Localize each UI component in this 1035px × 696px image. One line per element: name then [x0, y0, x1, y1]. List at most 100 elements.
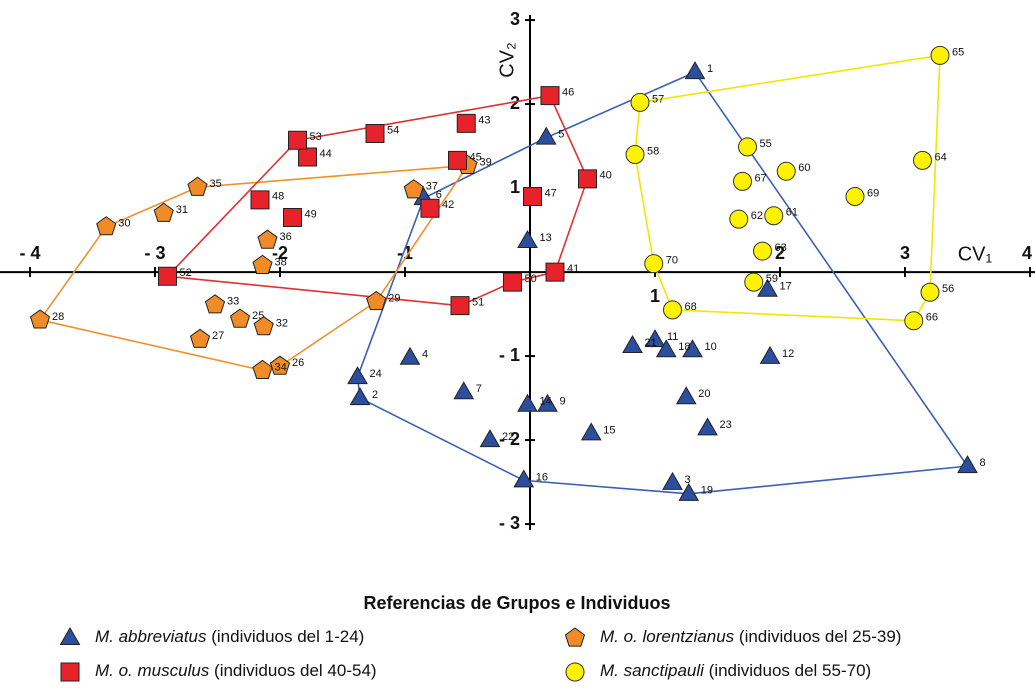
point	[753, 241, 772, 261]
point-label: 59	[766, 273, 778, 285]
point-label: 32	[276, 318, 288, 330]
x-tick-label: 4	[1022, 243, 1032, 263]
point	[913, 150, 932, 170]
point-label: 58	[647, 145, 659, 157]
legend-marker	[565, 662, 585, 682]
point	[288, 130, 307, 150]
point	[229, 308, 251, 328]
x-tick-label: 1	[650, 286, 660, 306]
point	[540, 86, 560, 106]
point	[622, 334, 643, 353]
legend-note: (individuos del 25-39)	[734, 627, 901, 646]
point	[759, 345, 781, 364]
point	[250, 190, 270, 210]
point	[253, 316, 274, 336]
point	[663, 300, 682, 320]
x-axis-label: CV₁	[958, 243, 993, 265]
point-label: 44	[320, 148, 332, 160]
point-label: 43	[478, 114, 490, 126]
point-label: 50	[525, 273, 537, 285]
point	[479, 429, 501, 448]
point	[578, 169, 597, 189]
hull-outline	[634, 54, 941, 322]
point-label: 45	[470, 151, 482, 163]
point-label: 55	[760, 138, 772, 150]
point-label: 49	[305, 208, 317, 220]
point	[845, 186, 865, 206]
legend-note: (individuos del 40-54)	[209, 661, 376, 680]
point-label: 10	[705, 341, 717, 353]
point	[920, 282, 940, 302]
point	[189, 328, 211, 348]
point	[655, 339, 677, 358]
point-label: 28	[52, 311, 64, 323]
point	[535, 126, 557, 145]
point	[365, 123, 385, 143]
point	[349, 387, 371, 406]
x-tick-label: - 3	[144, 243, 165, 263]
x-tick-label: -2	[272, 243, 288, 263]
point-label: 18	[678, 341, 690, 353]
point-label: 19	[701, 485, 713, 497]
legend-label: M. o. musculus (individuos del 40-54)	[95, 661, 377, 680]
legend-marker	[59, 626, 81, 645]
point-label: 34	[275, 361, 287, 373]
legend-title: Referencias de Grupos e Individuos	[363, 593, 670, 613]
point	[204, 294, 226, 314]
point-label: 17	[780, 281, 792, 293]
point	[733, 171, 752, 191]
point	[957, 455, 978, 474]
point-label: 7	[476, 383, 482, 395]
point	[517, 393, 538, 412]
point-label: 8	[980, 457, 986, 469]
point-label: 40	[600, 170, 612, 182]
y-tick-label: - 1	[499, 345, 520, 365]
point	[678, 482, 700, 501]
point-label: 42	[442, 199, 454, 211]
point-label: 66	[926, 312, 938, 324]
point	[675, 386, 697, 405]
point	[764, 206, 784, 226]
point-label: 57	[652, 93, 664, 105]
point-label: 51	[472, 297, 484, 309]
point-label: 22	[502, 431, 514, 443]
point-label: 48	[272, 191, 284, 203]
y-tick-label: 1	[510, 177, 520, 197]
point	[503, 272, 522, 292]
point	[448, 150, 467, 170]
point	[153, 202, 174, 222]
point	[904, 311, 924, 331]
legend-label: M. abbreviatus (individuos del 1-24)	[95, 627, 364, 646]
point	[252, 254, 273, 274]
y-axis-label: CV₂	[496, 42, 518, 78]
point	[347, 366, 368, 385]
point-label: 68	[685, 301, 697, 313]
point-label: 6	[436, 189, 442, 201]
point-label: 4	[422, 349, 428, 361]
point-label: 63	[775, 242, 787, 254]
point	[187, 176, 208, 196]
point-label: 47	[545, 187, 557, 199]
point	[513, 469, 535, 488]
point-label: 15	[603, 424, 615, 436]
hull-outline	[356, 71, 969, 495]
point	[269, 355, 291, 375]
point-label: 12	[782, 348, 794, 360]
point	[729, 209, 749, 229]
point	[252, 359, 273, 379]
y-tick-label: 2	[510, 93, 520, 113]
point-label: 64	[935, 151, 947, 163]
point-label: 35	[210, 178, 222, 190]
point	[456, 113, 476, 133]
point-label: 2	[372, 389, 378, 401]
point	[776, 161, 796, 181]
point-label: 33	[227, 296, 239, 308]
point-label: 23	[720, 419, 732, 431]
point-label: 27	[212, 330, 224, 342]
point-label: 16	[536, 471, 548, 483]
legend-name: M. abbreviatus	[95, 627, 207, 646]
point	[697, 417, 718, 436]
point-label: 13	[540, 232, 552, 244]
point-label: 11	[667, 331, 678, 343]
point	[682, 339, 703, 358]
